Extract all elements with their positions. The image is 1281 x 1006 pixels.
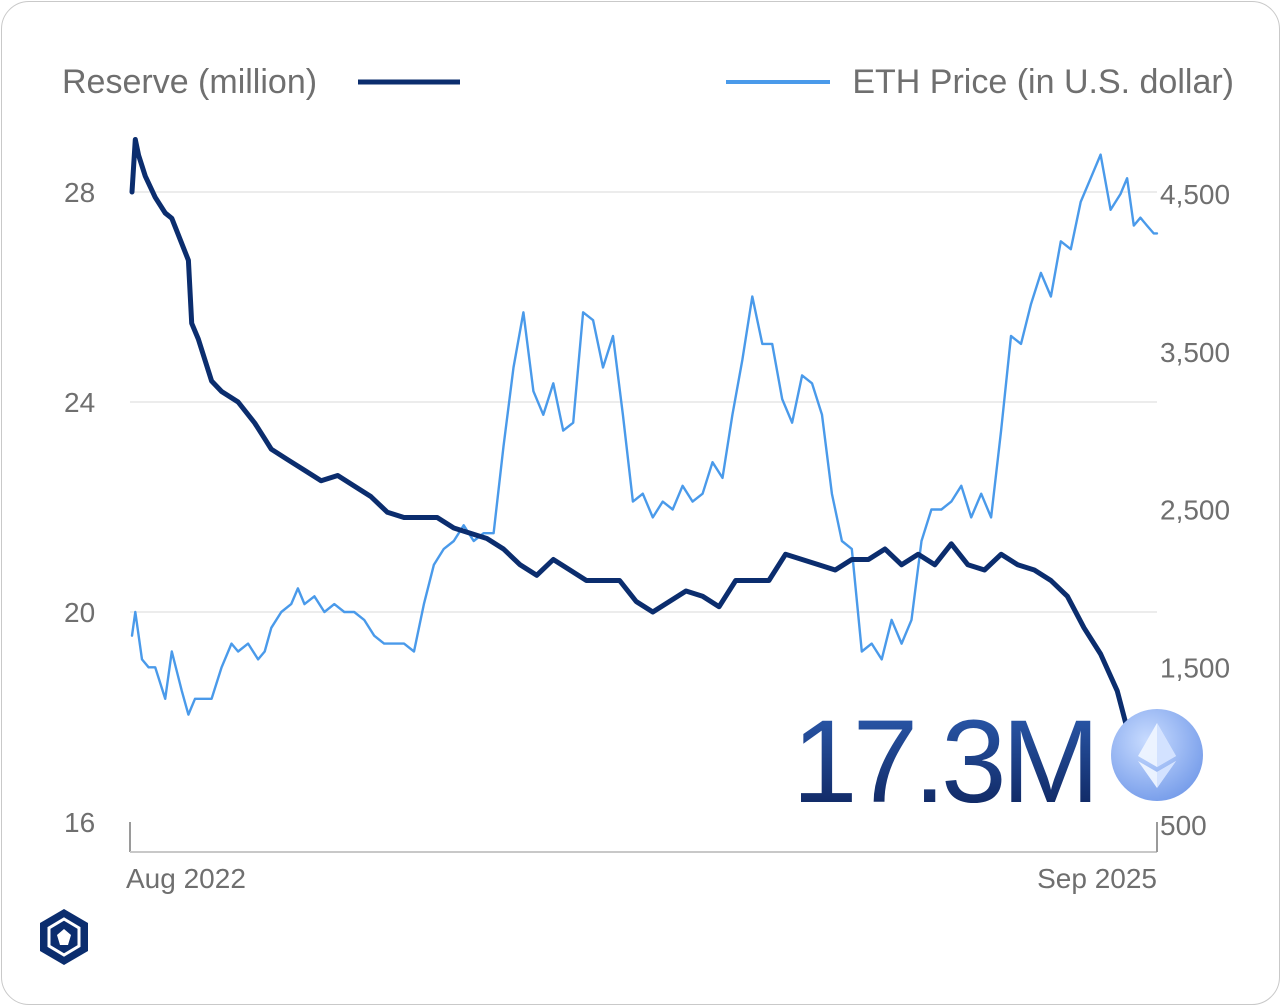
right-tick-label: 3,500 — [1160, 337, 1230, 368]
left-tick-label: 28 — [64, 177, 95, 208]
gridlines — [130, 191, 1157, 613]
current-reserve-value: 17.3M — [792, 696, 1095, 828]
right-tick-label: 2,500 — [1160, 495, 1230, 526]
ethereum-icon — [1111, 709, 1203, 801]
legend-reserve-label: Reserve (million) — [62, 63, 317, 101]
right-tick-label: 4,500 — [1160, 179, 1230, 210]
left-tick-label: 16 — [64, 807, 95, 838]
series-group — [129, 137, 1162, 759]
price-series-line — [130, 153, 1159, 716]
x-tick-label-start: Aug 2022 — [126, 863, 246, 894]
left-axis: 28 24 20 16 — [64, 177, 95, 838]
left-tick-label: 24 — [64, 387, 95, 418]
left-tick-label: 20 — [64, 597, 95, 628]
right-tick-label: 500 — [1160, 810, 1207, 841]
reserve-series-line — [129, 137, 1160, 757]
right-tick-label: 1,500 — [1160, 652, 1230, 683]
x-tick-label-end: Sep 2025 — [1037, 863, 1157, 894]
crypto-com-logo-icon — [40, 909, 88, 965]
right-axis: 4,500 3,500 2,500 1,500 500 — [1160, 179, 1230, 841]
legend-price-label: ETH Price (in U.S. dollar) — [852, 63, 1234, 101]
